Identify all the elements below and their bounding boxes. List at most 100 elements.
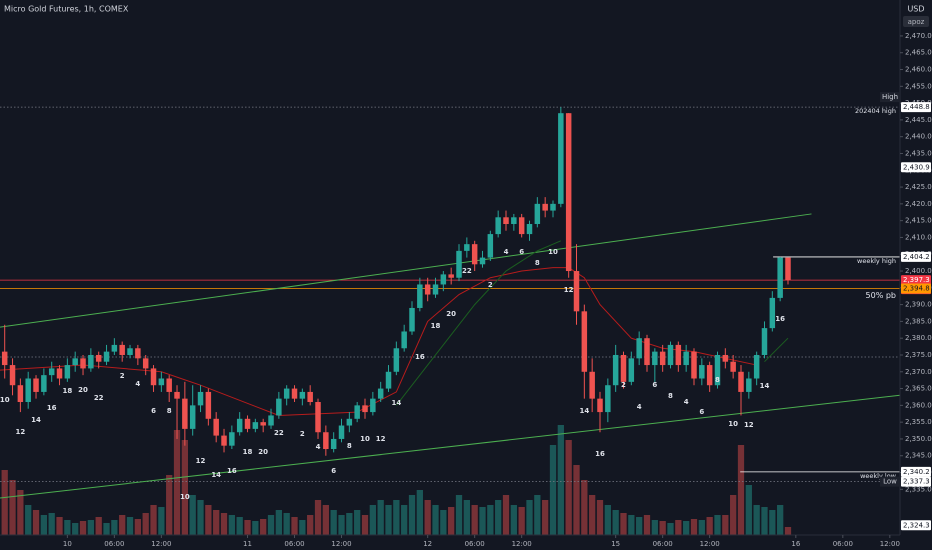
candle-body xyxy=(17,385,24,403)
volume-bar xyxy=(714,515,721,535)
price-axis xyxy=(900,0,932,550)
price-label: 2,448.8 xyxy=(903,103,930,111)
bar-count-label: 12 xyxy=(744,421,754,429)
candle-body xyxy=(221,435,227,446)
bar-count-label: 8 xyxy=(535,259,540,267)
x-tick-label: 12 xyxy=(423,540,432,548)
volume-bar xyxy=(354,510,361,535)
volume-bar xyxy=(722,515,729,535)
price-label-box xyxy=(901,102,931,113)
price-label-box xyxy=(901,162,931,173)
volume-bar xyxy=(213,510,220,535)
bar-count-label: 20 xyxy=(446,310,456,318)
volume-bar xyxy=(518,507,525,535)
candle-body xyxy=(315,402,321,433)
candle-body xyxy=(80,358,86,369)
volume-bar xyxy=(753,505,760,535)
candle-body xyxy=(1,351,8,366)
volume-bar xyxy=(542,500,549,535)
price-label: 2,337.3 xyxy=(903,478,930,486)
volume-bar xyxy=(534,495,541,535)
y-tick-label: 2,350.0 xyxy=(905,435,932,443)
volume-bar xyxy=(416,490,423,535)
candle-body xyxy=(432,284,439,295)
bar-count-label: 2 xyxy=(488,281,493,289)
candle-body xyxy=(338,425,345,439)
volume-bar xyxy=(526,500,533,535)
bar-count-label: 6 xyxy=(519,248,524,256)
volume-bar xyxy=(189,495,196,535)
candle-body xyxy=(675,344,682,366)
price-label-box xyxy=(901,283,931,294)
candle-body xyxy=(534,203,541,225)
candle-body xyxy=(464,244,470,251)
level-note: 202404 high xyxy=(855,107,896,115)
y-tick-label: 2,400.0 xyxy=(905,267,932,275)
candle-body xyxy=(393,348,400,372)
volume-bar xyxy=(393,500,400,535)
bar-count-label: 20 xyxy=(78,386,88,394)
bar-count-label: 12 xyxy=(15,428,25,436)
volume-bar xyxy=(659,521,666,535)
x-tick-label: 06:00 xyxy=(653,540,673,548)
bar-count-label: 4 xyxy=(637,403,642,411)
x-tick-label: 12:00 xyxy=(151,540,171,548)
volume-bar xyxy=(291,517,298,535)
volume-bar xyxy=(636,517,643,535)
scale-badge[interactable] xyxy=(903,16,929,27)
x-tick-label: 11 xyxy=(243,540,252,548)
volume-bar xyxy=(471,505,478,535)
candle-body xyxy=(542,203,548,211)
trend-line xyxy=(0,213,812,328)
bar-count-label: 6 xyxy=(699,408,704,416)
volume-bar xyxy=(604,505,611,535)
candle-body xyxy=(620,354,627,382)
volume-bar xyxy=(142,513,149,535)
volume-bar xyxy=(9,480,16,535)
bar-count-label: 8 xyxy=(715,376,720,384)
volume-bar xyxy=(95,517,102,535)
volume-bar xyxy=(510,505,517,535)
y-tick-label: 2,440.0 xyxy=(905,133,932,141)
candle-body xyxy=(189,405,196,429)
price-label-box xyxy=(901,476,931,487)
candle-body xyxy=(182,398,188,429)
candle-body xyxy=(213,418,219,436)
volume-bar xyxy=(651,520,658,535)
y-tick-label: 2,410.0 xyxy=(905,233,932,241)
trend-line xyxy=(0,267,757,416)
candle-body xyxy=(205,391,212,419)
candle-body xyxy=(605,385,611,413)
candle-body xyxy=(307,391,313,403)
candle-body xyxy=(244,418,251,429)
chart-title: Micro Gold Futures, 1h, COMEX xyxy=(4,5,129,14)
volume-bar xyxy=(479,507,486,535)
bar-count-label: 2 xyxy=(120,372,125,380)
level-note: weekly low xyxy=(860,472,897,480)
candle-body xyxy=(550,203,556,211)
trend-line xyxy=(0,394,901,499)
level-note: 50% pb xyxy=(866,291,896,300)
volume-bar xyxy=(103,523,110,535)
y-tick-label: 2,365.0 xyxy=(905,385,932,393)
bar-count-label: 20 xyxy=(258,448,268,456)
volume-bar xyxy=(737,445,745,535)
volume-bar xyxy=(158,507,165,535)
volume-bar xyxy=(25,505,32,535)
volume-bar xyxy=(17,490,24,535)
price-label: 2,324.3 xyxy=(903,521,930,529)
candle-body xyxy=(652,351,658,366)
bar-count-label: 6 xyxy=(151,407,156,415)
volume-bar xyxy=(126,517,134,535)
volume-bar xyxy=(643,515,651,535)
candle-body xyxy=(581,311,588,372)
scale-label[interactable]: apoz xyxy=(908,18,925,26)
candle-body xyxy=(299,391,306,399)
volume-bar xyxy=(134,519,141,535)
candle-body xyxy=(229,432,235,446)
x-tick-label: 06:00 xyxy=(833,540,853,548)
candle-body xyxy=(354,405,360,419)
candle-body xyxy=(667,344,674,366)
